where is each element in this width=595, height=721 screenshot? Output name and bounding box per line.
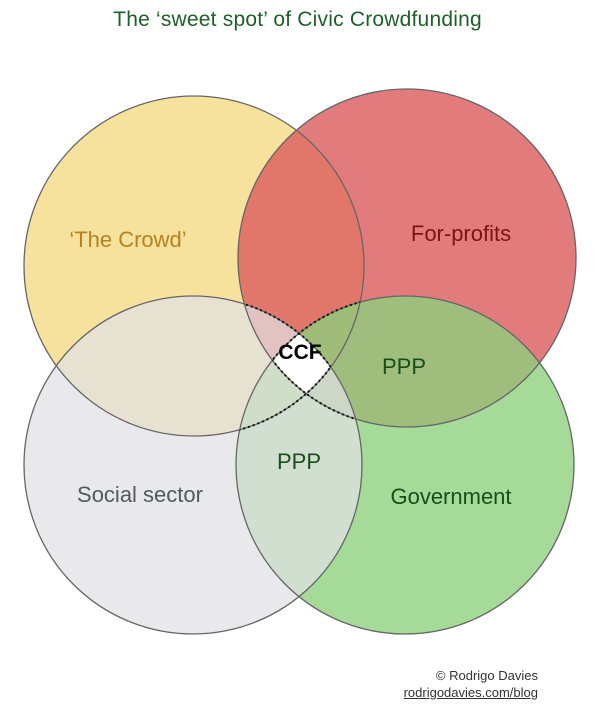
blog-link[interactable]: rodrigodavies.com/blog bbox=[403, 685, 538, 700]
crowd-label: ‘The Crowd’ bbox=[69, 227, 186, 252]
social-sector-label: Social sector bbox=[77, 482, 203, 507]
diagram-title: The ‘sweet spot’ of Civic Crowdfunding bbox=[113, 8, 482, 31]
credit-block: © Rodrigo Davies rodrigodavies.com/blog bbox=[404, 667, 538, 701]
circle-outlines bbox=[23, 88, 577, 635]
government-label: Government bbox=[390, 484, 511, 509]
forprofits-label: For-profits bbox=[411, 221, 511, 246]
copyright-text: © Rodrigo Davies bbox=[435, 668, 538, 683]
ppp-forprofit-government-label: PPP bbox=[382, 354, 426, 379]
ppp-social-government-label: PPP bbox=[277, 449, 321, 474]
social-circle bbox=[24, 296, 362, 634]
ccf-label: CCF bbox=[278, 341, 321, 364]
